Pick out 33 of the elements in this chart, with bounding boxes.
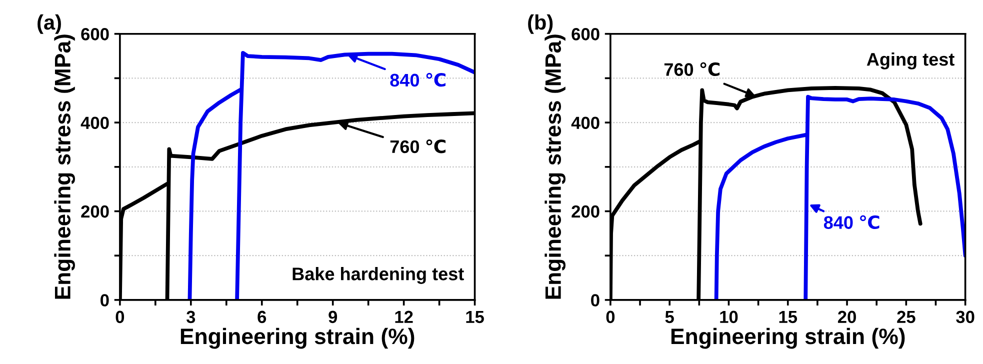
x-tick-label: 20: [838, 310, 856, 324]
y-axis-title: Engineering stress (MPa): [544, 34, 566, 299]
y-tick-label: 200: [81, 205, 109, 218]
x-axis-title: Engineering strain (%): [671, 328, 905, 349]
x-tick-label: 30: [956, 310, 974, 324]
x-tick-label: 15: [779, 310, 798, 324]
x-tick-label: 9: [328, 310, 338, 324]
annotation: 760 ℃: [390, 139, 446, 154]
x-tick-label: 0: [606, 310, 615, 324]
x-tick-label: 12: [395, 310, 413, 323]
annotation: 840 ℃: [824, 215, 880, 230]
chart-title: (b): [528, 14, 553, 34]
annotation: 840 ℃: [390, 72, 446, 87]
x-tick-label: 5: [665, 310, 674, 324]
y-tick-label: 600: [81, 28, 109, 40]
x-tick-label: 6: [258, 310, 266, 324]
annotation: Bake hardening test: [292, 267, 464, 284]
x-tick-label: 25: [897, 310, 916, 324]
y-tick-label: 0: [591, 294, 600, 306]
y-tick-label: 0: [100, 294, 109, 306]
x-tick-label: 15: [466, 310, 484, 324]
annotation: 760 ℃: [664, 62, 720, 76]
y-tick-label: 200: [572, 205, 600, 218]
y-tick-label: 600: [572, 28, 600, 40]
x-axis-title: Engineering strain (%): [180, 328, 414, 349]
y-axis-title: Engineering stress (MPa): [54, 34, 75, 299]
y-tick-label: 400: [571, 116, 600, 130]
x-tick-label: 0: [116, 310, 124, 324]
y-tick-label: 400: [80, 116, 109, 130]
chart-title: (a): [38, 14, 61, 34]
x-tick-label: 10: [720, 310, 738, 324]
x-tick-label: 3: [186, 310, 196, 324]
annotation: Aging test: [866, 52, 954, 70]
